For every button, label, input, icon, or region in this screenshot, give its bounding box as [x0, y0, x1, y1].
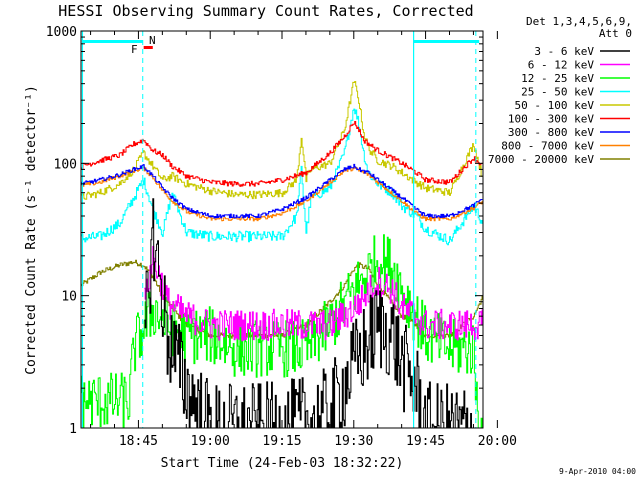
legend-label: 800 - 7000 keV: [501, 140, 594, 153]
series-line: [81, 259, 483, 339]
legend-header-line2: Att 0: [599, 27, 632, 40]
series-line: [81, 108, 483, 246]
legend-label: 300 - 800 keV: [508, 126, 594, 139]
x-axis: 18:45 19:00 19:15 19:30 19:45 20:00: [90, 31, 517, 449]
y-tick-label: 1: [69, 422, 77, 437]
legend-label: 50 - 100 keV: [515, 99, 595, 112]
day-bar-left: [82, 40, 143, 43]
attenuator-annotations: F N: [131, 34, 156, 56]
series-3-6-kev-group: [144, 198, 473, 428]
legend-label: 7000 - 20000 keV: [488, 153, 594, 166]
chart-title: HESSI Observing Summary Count Rates, Cor…: [58, 2, 473, 20]
series-line: [144, 246, 483, 342]
day-bar-right: [413, 40, 480, 43]
overlay-layer: [81, 31, 480, 428]
footer-date: 9-Apr-2010 04:00: [559, 467, 636, 476]
series-6-12-kev-group: [144, 246, 483, 342]
y-tick-label: 10: [61, 290, 77, 305]
series-25-50-kev-group: [81, 108, 483, 246]
series-300-800-kev-group: [81, 163, 483, 219]
legend-label: 3 - 6 keV: [534, 45, 594, 58]
legend-label: 25 - 50 keV: [521, 86, 594, 99]
flare-flag-bar: [143, 46, 153, 49]
x-tick-label: 19:45: [406, 434, 445, 449]
series-line: [81, 163, 483, 219]
legend-header-line1: Det 1,3,4,5,6,9,: [526, 15, 632, 28]
series-7000-20000-kev-group: [81, 259, 483, 339]
x-tick-label: 19:30: [334, 434, 373, 449]
series-line: [81, 121, 483, 187]
legend-label: 6 - 12 keV: [528, 59, 595, 72]
annotation-n: N: [149, 34, 156, 47]
legend-label: 100 - 300 keV: [508, 113, 594, 126]
series-100-300-kev-group: [81, 121, 483, 187]
legend-label: 12 - 25 keV: [521, 72, 594, 85]
series-line: [81, 81, 482, 200]
series-800-7000-kev-group: [81, 166, 483, 222]
x-tick-label: 18:45: [119, 434, 158, 449]
x-tick-label: 19:00: [191, 434, 230, 449]
x-tick-label: 19:15: [262, 434, 301, 449]
annotation-f: F: [131, 43, 138, 56]
y-tick-label: 100: [54, 157, 77, 172]
y-axis: 1 10 100 1000: [46, 25, 483, 437]
series-line: [144, 198, 473, 428]
x-tick-label: 20:00: [478, 434, 517, 449]
y-tick-label: 1000: [46, 25, 77, 40]
y-axis-label: Corrected Count Rate (s⁻¹ detector⁻¹): [24, 85, 39, 375]
series-50-100-kev-group: [81, 81, 482, 200]
series-line: [81, 166, 483, 222]
x-axis-label: Start Time (24-Feb-03 18:32:22): [161, 456, 404, 471]
series-layer: [81, 81, 483, 428]
